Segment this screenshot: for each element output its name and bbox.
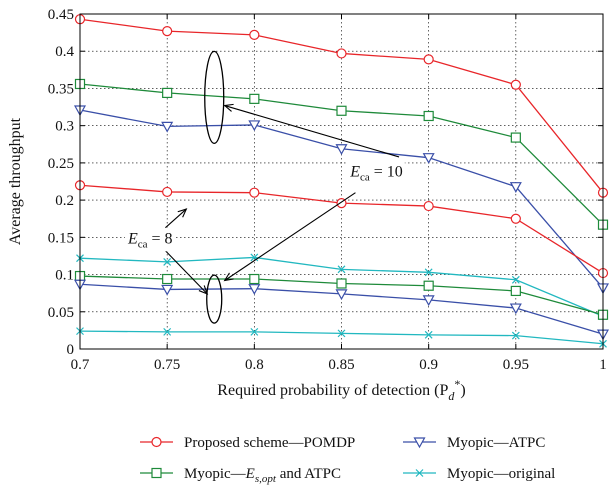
x-axis-label-close: ) (460, 382, 465, 399)
arrow-eca-10-lower (225, 193, 356, 281)
arrow-eca-8-upper (165, 209, 186, 228)
ellipse-eca-8 (207, 275, 222, 323)
legend-label-esopt-pre: Myopic— (184, 466, 247, 482)
y-tick-label: 0.45 (48, 7, 74, 23)
legend-label-myopic-original: Myopic—original (447, 466, 555, 482)
legend-item-myopic-atpc: Myopic—ATPC (403, 435, 545, 451)
legend-label-myopic-atpc: Myopic—ATPC (447, 435, 545, 451)
legend-swatch-marker (152, 469, 161, 478)
data-point (250, 275, 259, 284)
data-point (511, 286, 520, 295)
data-point (250, 94, 259, 103)
annotation-eca-10: Eca = 10 (347, 162, 405, 184)
ellipse-eca-10 (205, 51, 224, 143)
y-tick-label: 0.25 (48, 156, 74, 172)
legend-label-esopt-post: and ATPC (276, 466, 341, 482)
annotation-eca-8: Eca = 8 (125, 229, 175, 251)
y-tick-label: 0.3 (55, 119, 74, 135)
data-point (250, 188, 259, 197)
svg-text:Eca = 8: Eca = 8 (127, 230, 173, 250)
annotation-eca-8-sub: ca (138, 238, 148, 250)
data-point (337, 49, 346, 58)
annotation-eca-10-value: = 10 (370, 163, 403, 180)
legend-swatch-marker (152, 438, 161, 447)
x-axis-label-main: Required probability of detection (P (217, 382, 448, 399)
x-axis-label: Required probability of detection (Pd*) (217, 377, 465, 403)
y-tick-labels: 0 0.05 0.1 0.15 0.2 0.25 0.3 0.35 0.4 0.45 (48, 7, 75, 358)
x-tick-labels: 0.7 0.75 0.8 0.85 0.9 0.95 1 (71, 357, 607, 373)
data-point (511, 133, 520, 142)
data-point (424, 55, 433, 64)
y-tick-label: 0.1 (55, 268, 74, 284)
y-tick-label: 0.05 (48, 305, 74, 321)
y-tick-label: 0.15 (48, 230, 74, 246)
data-point (163, 88, 172, 97)
x-tick-label: 0.7 (71, 357, 90, 373)
annotation-eca-10-sub: ca (360, 171, 370, 183)
series-layer (75, 15, 608, 348)
legend-label-esopt-var: E (245, 466, 255, 482)
legend-item-pomdp: Proposed scheme—POMDP (140, 435, 355, 451)
data-point (337, 106, 346, 115)
x-axis-label-var: d (448, 389, 455, 403)
y-tick-label: 0.4 (55, 44, 74, 60)
y-axis-label: Average throughput (7, 117, 24, 245)
annotation-ellipses (205, 51, 224, 323)
x-tick-label: 0.8 (245, 357, 264, 373)
data-point (337, 279, 346, 288)
x-tick-label: 0.9 (419, 357, 438, 373)
data-point (163, 275, 172, 284)
y-tick-label: 0.35 (48, 81, 74, 97)
legend-label-esopt-sub: s,opt (255, 473, 277, 485)
y-tick-label: 0 (67, 342, 75, 358)
x-tick-label: 1 (599, 357, 607, 373)
legend-label-pomdp: Proposed scheme—POMDP (184, 435, 355, 451)
data-point (163, 187, 172, 196)
legend-label-myopic-esopt-atpc: Myopic—Es,opt and ATPC (184, 466, 341, 485)
data-point (163, 27, 172, 36)
x-tick-label: 0.95 (503, 357, 529, 373)
legend: Proposed scheme—POMDP Myopic—ATPC Myopic… (140, 435, 555, 485)
x-tick-label: 0.75 (154, 357, 180, 373)
legend-item-myopic-original: Myopic—original (403, 466, 555, 482)
data-point (424, 111, 433, 120)
legend-item-myopic-esopt-atpc: Myopic—Es,opt and ATPC (140, 466, 341, 485)
data-point (424, 281, 433, 290)
annotation-eca-10-var: E (349, 163, 360, 180)
annotation-eca-8-var: E (127, 230, 138, 247)
annotation-eca-8-value: = 8 (147, 230, 172, 247)
y-tick-label: 0.2 (55, 193, 74, 209)
x-tick-label: 0.85 (328, 357, 354, 373)
svg-text:Eca = 10: Eca = 10 (349, 163, 403, 183)
data-point (250, 30, 259, 39)
data-point (424, 202, 433, 211)
data-point (511, 214, 520, 223)
data-point (511, 80, 520, 89)
